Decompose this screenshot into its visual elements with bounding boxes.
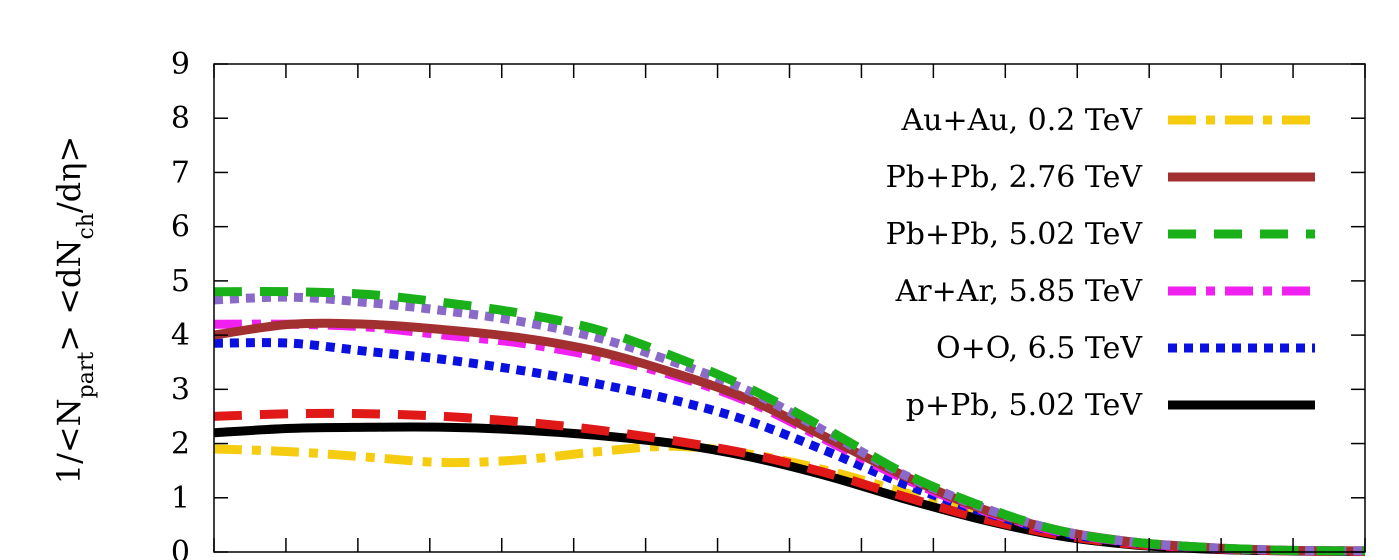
y-tick-label: 4 [171,318,190,353]
y-tick-label: 1 [171,481,190,516]
series-layer [213,287,1366,556]
plot-frame [213,63,1366,553]
y-tick-label: 9 [171,47,190,82]
series-line-1 [213,318,1366,556]
ticks-layer [213,63,1366,553]
legend-label-2: Pb+Pb, 5.02 TeV [886,217,1144,252]
y-tick-label: 0 [171,535,190,560]
series-line-5 [213,422,1366,556]
y-tick-labels: 0 1 2 3 4 5 6 7 8 9 [171,47,190,560]
y-tick-label: 7 [171,155,190,190]
legend-label-5: p+Pb, 5.02 TeV [906,388,1144,423]
legend-label-1: Pb+Pb, 2.76 TeV [886,160,1144,195]
legend-label-4: O+O, 6.5 TeV [936,331,1143,366]
y-tick-label: 5 [171,264,190,299]
legend: Au+Au, 0.2 TeV Pb+Pb, 2.76 TeV Pb+Pb, 5.02… [886,103,1315,423]
y-tick-label: 6 [171,210,190,245]
y-axis-label: 1/<Npart> <dNch/dη> [50,136,99,485]
y-tick-label: 2 [171,427,190,462]
y-tick-label: 3 [171,372,190,407]
legend-label-3: Ar+Ar, 5.85 TeV [895,274,1144,309]
series-line-4 [213,338,1366,556]
series-line-2 [213,287,1366,556]
y-tick-label: 8 [171,101,190,136]
series-line-3 [213,319,1366,556]
legend-label-0: Au+Au, 0.2 TeV [900,103,1143,138]
